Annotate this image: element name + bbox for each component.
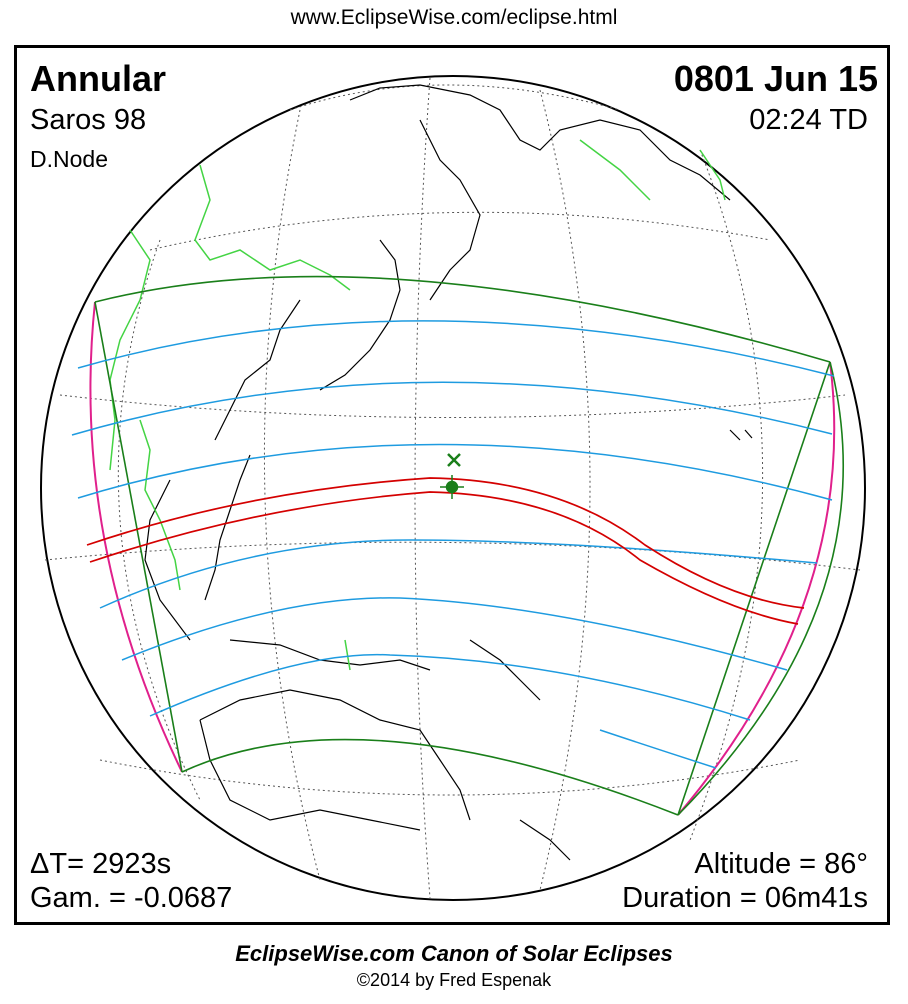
source-url: www.EclipseWise.com/eclipse.html (290, 6, 618, 29)
footer-copyright: ©2014 by Fred Espenak (356, 970, 552, 990)
globe-outline (40, 75, 866, 901)
altitude: Altitude = 86° (694, 848, 868, 880)
eclipse-type: Annular (30, 58, 167, 99)
saros-number: Saros 98 (30, 104, 147, 136)
greatest-eclipse-marker (440, 453, 464, 499)
graticule (44, 77, 861, 899)
eclipse-time: 02:24 TD (749, 104, 868, 136)
map-frame (14, 45, 890, 925)
rise-set-curves (89, 301, 836, 816)
central-path (86, 477, 805, 625)
gamma: Gam. = -0.0687 (30, 882, 233, 914)
delta-t: ΔT= 2923s (30, 848, 172, 880)
magnitude-lines (71, 320, 835, 769)
penumbral-limits (94, 275, 845, 816)
coastlines (144, 84, 753, 861)
node-label: D.Node (30, 146, 108, 172)
eclipse-date: 0801 Jun 15 (673, 58, 878, 99)
footer-title: EclipseWise.com Canon of Solar Eclipses (235, 941, 673, 966)
duration: Duration = 06m41s (622, 882, 868, 914)
borders (109, 139, 726, 671)
subsolar-x-icon (447, 453, 461, 467)
